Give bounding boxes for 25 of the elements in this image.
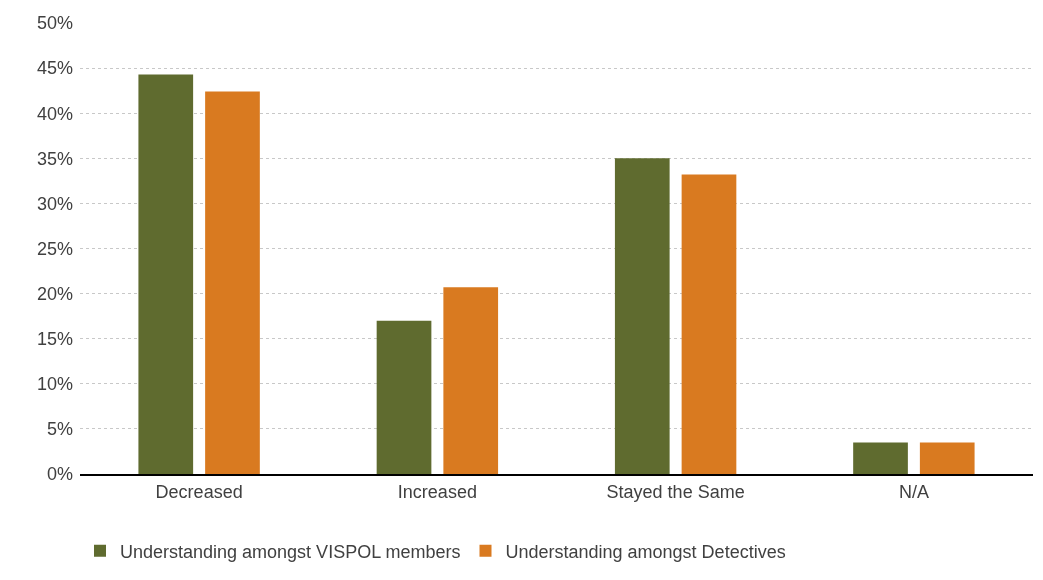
- y-tick-label: 0%: [46, 464, 73, 485]
- y-tick-label: 30%: [36, 193, 73, 214]
- legend-label: Understanding amongst Detectives: [505, 541, 786, 562]
- bar: [205, 91, 260, 474]
- y-tick-label: 50%: [36, 13, 73, 34]
- bar: [853, 442, 908, 474]
- y-tick-label: 45%: [36, 58, 73, 79]
- x-tick-label: Decreased: [155, 481, 243, 502]
- y-tick-label: 10%: [36, 374, 73, 395]
- y-tick-label: 5%: [46, 419, 73, 440]
- y-tick-label: 35%: [36, 148, 73, 169]
- bar: [443, 287, 499, 474]
- y-tick-label: 15%: [36, 329, 73, 349]
- y-tick-label: 20%: [36, 283, 73, 304]
- bar: [681, 174, 737, 474]
- bar: [919, 442, 975, 474]
- x-tick-label: N/A: [898, 481, 929, 502]
- bar: [138, 74, 194, 474]
- bar: [376, 320, 432, 474]
- y-tick-label: 40%: [36, 103, 73, 124]
- bar: [614, 158, 670, 474]
- x-tick-label: Stayed the Same: [606, 481, 745, 502]
- y-tick-label: 25%: [36, 238, 73, 259]
- x-tick-label: Increased: [397, 481, 477, 502]
- legend-label: Understanding amongst VISPOL members: [120, 541, 461, 562]
